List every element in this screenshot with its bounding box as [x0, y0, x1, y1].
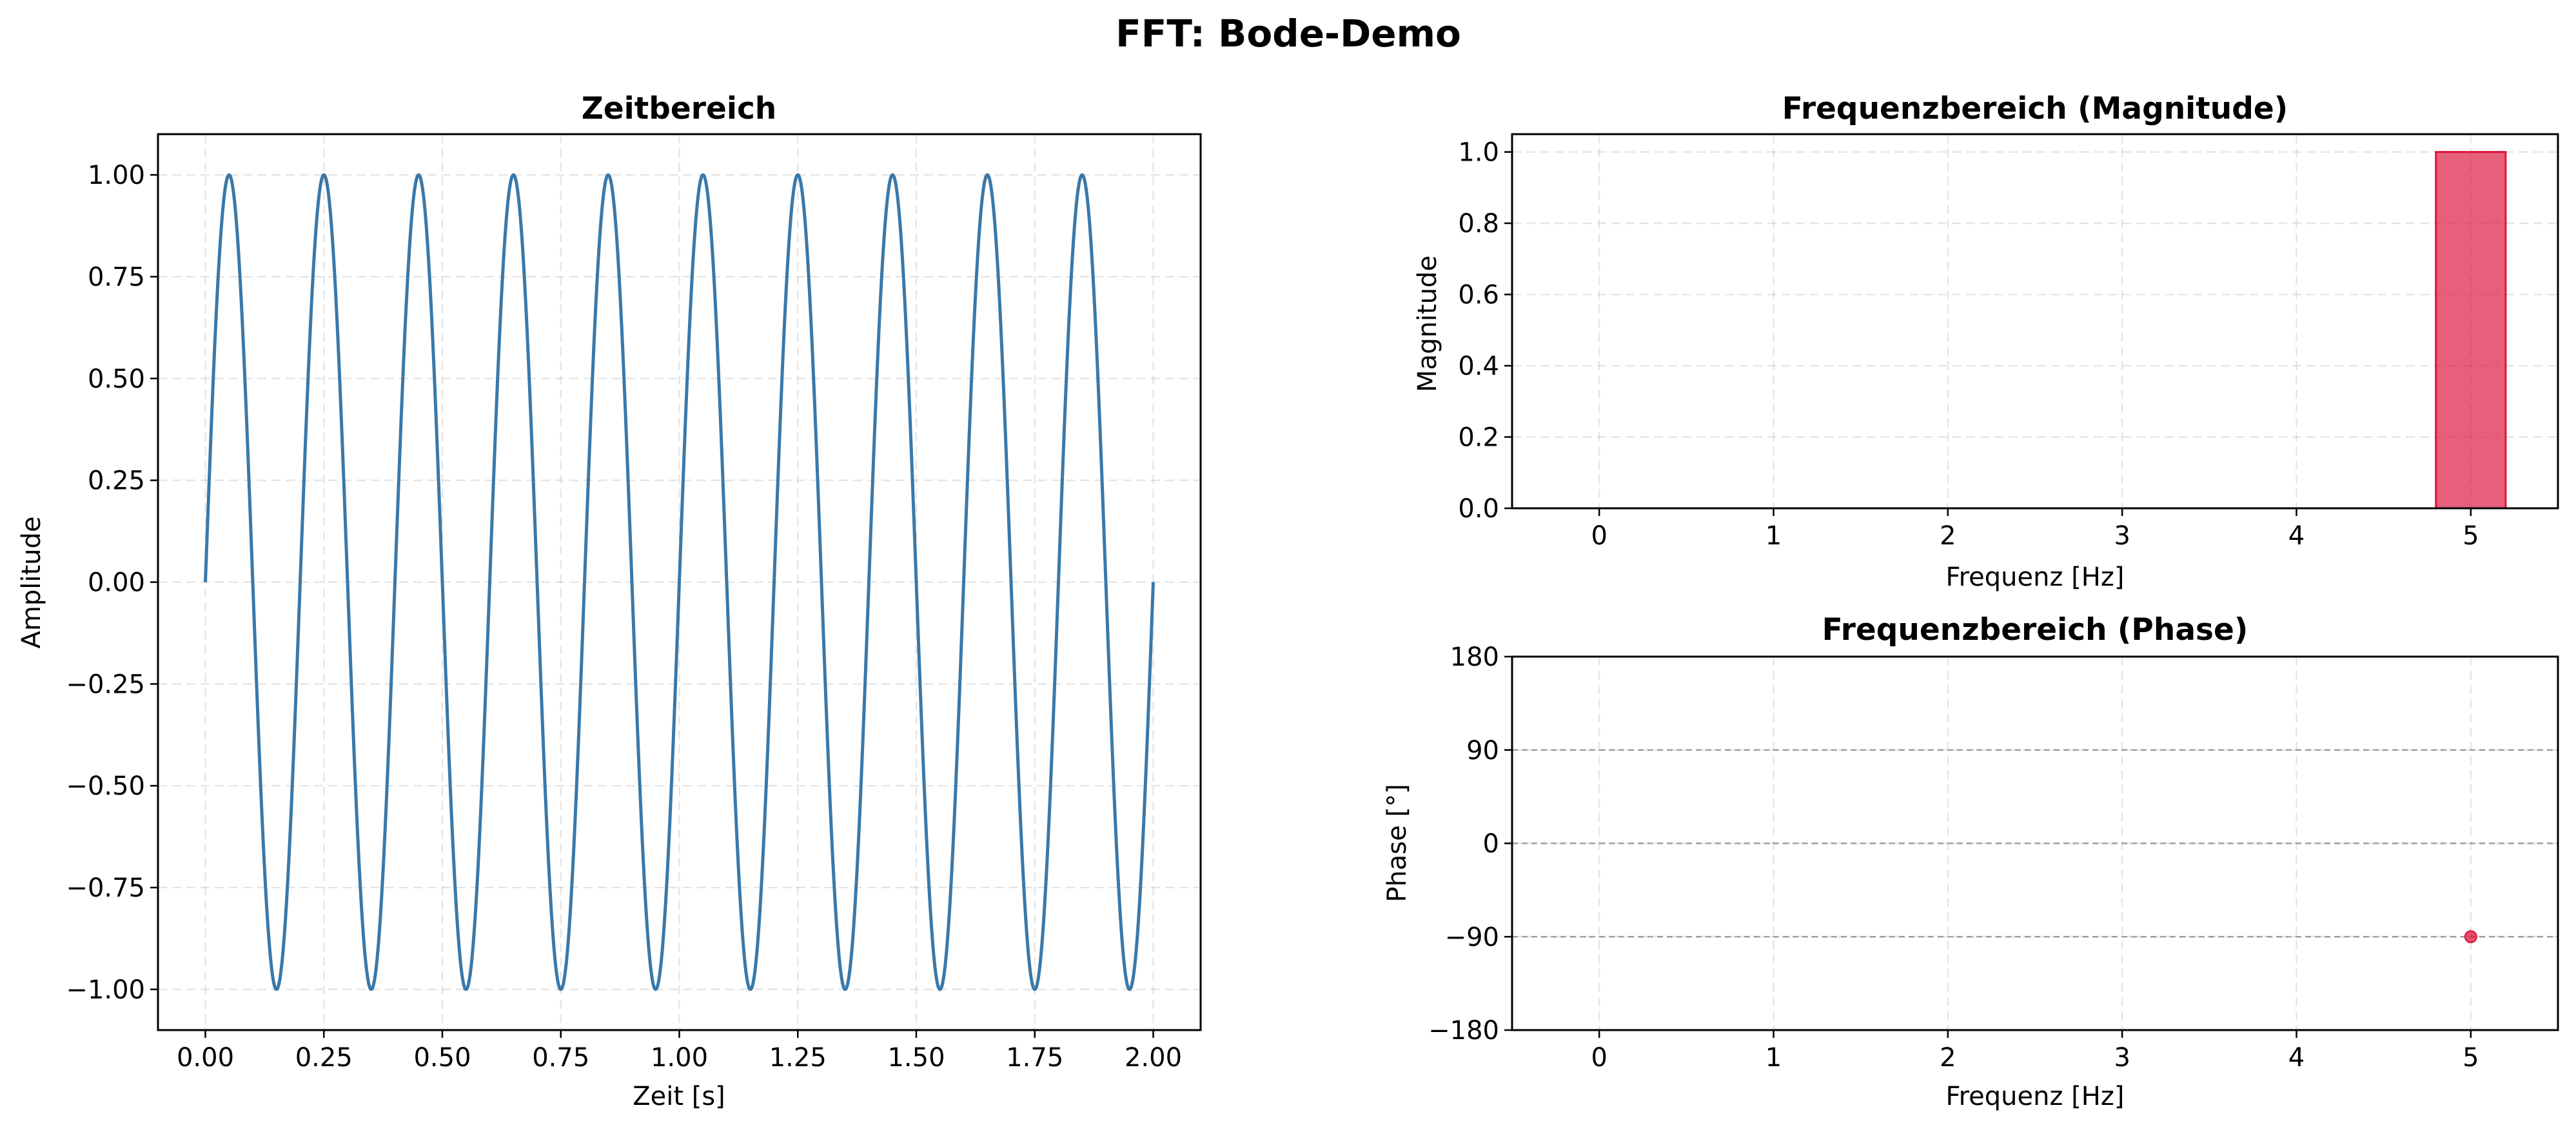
magnitude-y-tick-label: 0.0 [1458, 494, 1499, 524]
magnitude-y-tick-label: 0.8 [1458, 209, 1499, 239]
time-y-tick-label: −0.50 [66, 771, 145, 801]
magnitude-y-tick-label: 0.4 [1458, 352, 1499, 381]
magnitude-x-axis-label: Frequenz [Hz] [1946, 562, 2125, 592]
figure-title: FFT: Bode-Demo [1116, 12, 1461, 55]
phase-x-tick-label: 4 [2288, 1043, 2305, 1073]
time-plot-area [204, 173, 1155, 991]
magnitude-x-tick-label: 3 [2114, 521, 2130, 551]
time-y-tick-label: −0.25 [66, 670, 145, 699]
time-x-tick-label: 0.75 [532, 1043, 589, 1073]
magnitude-x-tick-label: 5 [2463, 521, 2479, 551]
time-x-tick-label: 2.00 [1125, 1043, 1182, 1073]
phase-x-axis-label: Frequenz [Hz] [1946, 1082, 2125, 1111]
phase-y-tick-label: 0 [1483, 829, 1499, 859]
phase-point [2464, 930, 2477, 944]
phase-y-axis-label: Phase [°] [1382, 784, 1412, 902]
time-chart-title: Zeitbereich [582, 91, 777, 126]
magnitude-axis-ticks: 0 1 2 3 4 5 0.0 0.2 0.4 0.6 0.8 1.0 [1458, 138, 2479, 551]
phase-plot-area [1512, 749, 2558, 944]
time-x-tick-label: 0.50 [413, 1043, 471, 1073]
phase-x-tick-label: 1 [1765, 1043, 1782, 1073]
magnitude-x-tick-label: 2 [1940, 521, 1956, 551]
magnitude-x-tick-label: 1 [1765, 521, 1782, 551]
phase-x-tick-label: 3 [2114, 1043, 2130, 1073]
phase-axis-ticks: 0 1 2 3 4 5 180 90 0 −90 −180 [1428, 642, 2479, 1073]
magnitude-grid [1512, 134, 2558, 510]
phase-y-tick-label: −180 [1428, 1016, 1499, 1046]
time-x-tick-label: 1.00 [651, 1043, 708, 1073]
time-x-tick-label: 0.00 [177, 1043, 234, 1073]
magnitude-y-tick-label: 0.6 [1458, 281, 1499, 310]
time-y-tick-label: 0.00 [88, 568, 145, 598]
phase-x-tick-label: 5 [2463, 1043, 2479, 1073]
time-y-axis-label: Amplitude [17, 517, 46, 649]
sine-series-line [204, 173, 1155, 991]
time-axes-frame [157, 133, 1202, 1031]
time-y-tick-label: −1.00 [66, 975, 145, 1005]
phase-chart: Frequenzbereich (Phase) Frequenz [Hz] Ph… [1382, 612, 2559, 1111]
phase-axes-frame [1511, 655, 2559, 1031]
magnitude-y-axis-label: Magnitude [1413, 255, 1442, 392]
time-y-tick-label: −0.75 [66, 873, 145, 903]
phase-x-tick-label: 0 [1591, 1043, 1607, 1073]
time-x-tick-label: 0.25 [295, 1043, 353, 1073]
phase-y-tick-label: 180 [1450, 642, 1499, 672]
magnitude-plot-area [1564, 151, 2507, 510]
time-domain-chart: Zeitbereich Zeit [s] Amplitude 0.00 0.25 0… [17, 91, 1202, 1111]
time-y-tick-label: 0.75 [88, 263, 145, 292]
phase-x-tick-label: 2 [1940, 1043, 1956, 1073]
time-y-tick-label: 1.00 [88, 161, 145, 190]
time-x-tick-label: 1.25 [769, 1043, 827, 1073]
time-x-axis-label: Zeit [s] [633, 1082, 725, 1111]
magnitude-axes-frame [1511, 133, 2559, 510]
magnitude-x-tick-label: 0 [1591, 521, 1607, 551]
time-y-tick-label: 0.50 [88, 364, 145, 394]
time-x-tick-label: 1.75 [1006, 1043, 1063, 1073]
time-axis-ticks: 0.00 0.25 0.50 0.75 1.00 1.25 1.50 1.75 2.00 1.00… [66, 161, 1182, 1073]
magnitude-y-tick-label: 0.2 [1458, 423, 1499, 453]
phase-chart-title: Frequenzbereich (Phase) [1822, 612, 2248, 648]
time-grid [158, 134, 1201, 1030]
magnitude-y-tick-label: 1.0 [1458, 138, 1499, 168]
magnitude-bar [2435, 151, 2507, 510]
magnitude-x-tick-label: 4 [2288, 521, 2305, 551]
time-y-tick-label: 0.25 [88, 466, 145, 496]
magnitude-chart-title: Frequenzbereich (Magnitude) [1782, 91, 2288, 126]
phase-y-tick-label: 90 [1466, 736, 1499, 766]
magnitude-chart: Frequenzbereich (Magnitude) Frequenz [Hz… [1413, 91, 2559, 592]
time-x-tick-label: 1.50 [887, 1043, 945, 1073]
phase-y-tick-label: −90 [1445, 922, 1499, 952]
